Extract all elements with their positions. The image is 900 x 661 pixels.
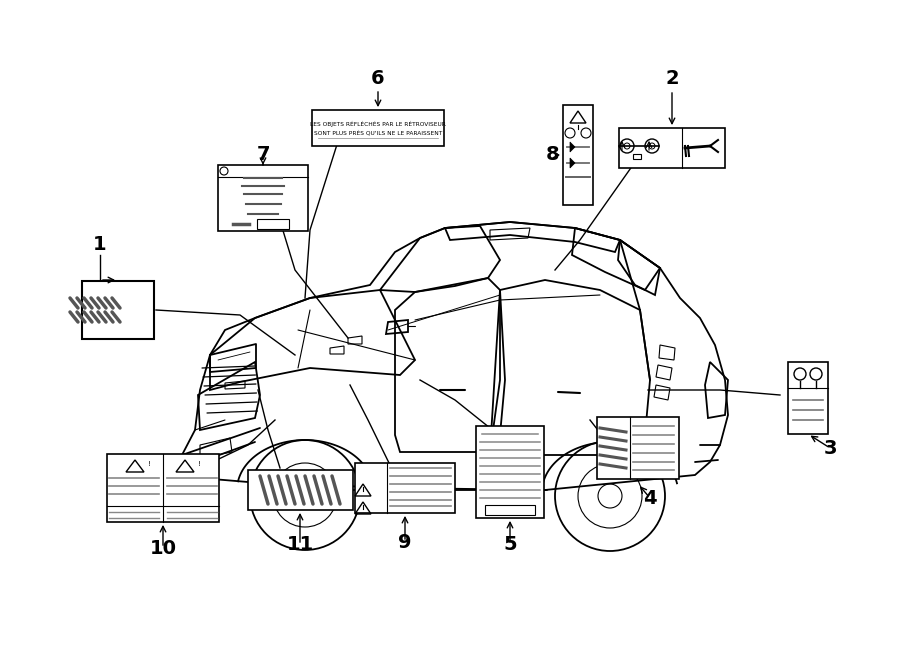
Text: 8: 8 (546, 145, 560, 165)
FancyBboxPatch shape (619, 128, 725, 168)
Text: LES OBJETS RÉFLÉCHÉS PAR LE RÉTROVISEUR: LES OBJETS RÉFLÉCHÉS PAR LE RÉTROVISEUR (310, 121, 446, 127)
Text: !: ! (148, 461, 150, 467)
Text: 9: 9 (398, 533, 412, 551)
Text: 10: 10 (149, 539, 176, 557)
Text: 3: 3 (824, 438, 837, 457)
Text: 2: 2 (665, 69, 679, 87)
FancyBboxPatch shape (355, 463, 455, 513)
FancyBboxPatch shape (82, 281, 154, 339)
Text: 6: 6 (371, 69, 385, 87)
Text: 11: 11 (286, 535, 313, 555)
FancyBboxPatch shape (476, 426, 544, 518)
FancyBboxPatch shape (788, 362, 828, 434)
Text: !: ! (198, 461, 201, 467)
Polygon shape (570, 158, 575, 168)
FancyBboxPatch shape (597, 417, 679, 479)
FancyBboxPatch shape (312, 110, 444, 146)
Text: 1: 1 (94, 235, 107, 254)
Text: SONT PLUS PRÈS QU'ILS NE LE PARAISSENT: SONT PLUS PRÈS QU'ILS NE LE PARAISSENT (314, 130, 442, 136)
FancyBboxPatch shape (218, 165, 308, 231)
FancyBboxPatch shape (107, 454, 219, 522)
FancyBboxPatch shape (248, 470, 353, 510)
FancyBboxPatch shape (633, 153, 641, 159)
FancyBboxPatch shape (485, 505, 535, 515)
Text: 7: 7 (256, 145, 270, 165)
FancyBboxPatch shape (257, 219, 289, 229)
Polygon shape (570, 142, 575, 152)
Text: 4: 4 (644, 488, 657, 508)
Text: 5: 5 (503, 535, 517, 555)
FancyBboxPatch shape (563, 105, 593, 205)
